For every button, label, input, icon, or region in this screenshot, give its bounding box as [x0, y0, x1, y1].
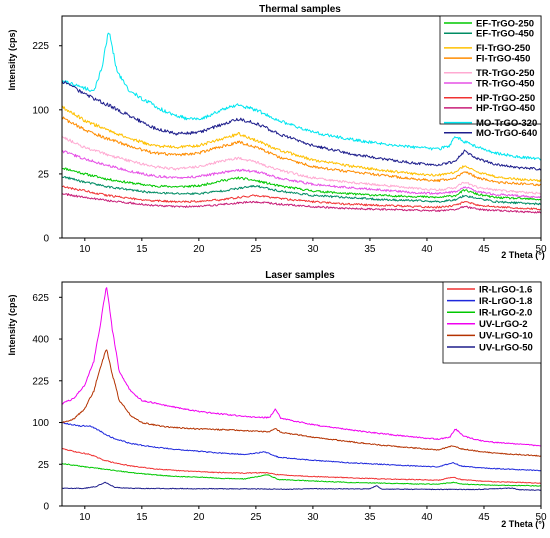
- thermal-series-line-9: [61, 32, 542, 161]
- thermal-legend-box: [439, 15, 542, 125]
- laser-legend-label: UV-LrGO-50: [479, 342, 533, 353]
- thermal-y-axis-label: Intensity (cps): [7, 29, 17, 90]
- laser-x-tick-label: 20: [193, 512, 205, 523]
- laser-x-tick-label: 45: [478, 512, 490, 523]
- thermal-legend-label: EF-TrGO-250: [476, 18, 534, 29]
- thermal-series-line-6: [61, 150, 542, 199]
- thermal-plot-frame: [61, 15, 542, 239]
- thermal-legend-label: MO-TrGO-640: [476, 128, 537, 139]
- thermal-series-line-8: [61, 193, 542, 214]
- laser-x-tick-label: 40: [421, 512, 433, 523]
- laser-x-tick-label: 10: [79, 512, 91, 523]
- thermal-x-axis-label: 2 Theta (°): [501, 250, 545, 260]
- thermal-x-tick-label: 40: [421, 244, 433, 255]
- laser-legend-label: UV-LrGO-2: [479, 319, 528, 330]
- thermal-x-tick-label: 15: [136, 244, 148, 255]
- laser-x-axis-label: 2 Theta (°): [501, 519, 545, 529]
- laser-y-axis-label: Intensity (cps): [7, 294, 17, 355]
- laser-y-tick-label: 625: [32, 293, 49, 304]
- laser-plot-frame: [61, 281, 542, 507]
- thermal-y-tick-label: 100: [32, 105, 49, 116]
- laser-series-line-2: [61, 421, 542, 472]
- thermal-legend-label: HP-TrGO-250: [476, 93, 535, 104]
- thermal-title: Thermal samples: [259, 4, 341, 15]
- thermal-legend-label: FI-TrGO-250: [476, 43, 530, 54]
- laser-series-line-3: [61, 462, 542, 487]
- thermal-y-tick-label: 25: [38, 169, 50, 180]
- laser-legend-label: IR-LrGO-1.8: [479, 296, 532, 307]
- thermal-legend-label: TR-TrGO-450: [476, 78, 535, 89]
- laser-x-tick-label: 30: [307, 512, 319, 523]
- laser-legend-label: IR-LrGO-1.6: [479, 284, 532, 295]
- laser-x-tick-label: 25: [250, 512, 262, 523]
- thermal-series-line-7: [61, 185, 542, 211]
- thermal-x-tick-label: 10: [79, 244, 91, 255]
- laser-y-tick-label: 0: [43, 502, 49, 513]
- laser-series-line-6: [61, 481, 542, 491]
- thermal-legend-label: TR-TrGO-250: [476, 68, 535, 79]
- thermal-x-tick-label: 25: [250, 244, 262, 255]
- thermal-x-tick-label: 35: [364, 244, 376, 255]
- thermal-series-lines: [61, 32, 542, 214]
- thermal-x-tick-label: 20: [193, 244, 205, 255]
- thermal-series-line-4: [61, 116, 542, 187]
- laser-y-tick-label: 100: [32, 418, 49, 429]
- thermal-x-tick-label: 45: [478, 244, 490, 255]
- thermal-series-line-2: [61, 176, 542, 206]
- thermal-ticks: 10 15 20 25 30 35 40 45 50 0 25 100 225: [32, 41, 547, 255]
- thermal-series-line-3: [61, 105, 542, 183]
- laser-y-tick-label: 400: [32, 335, 49, 346]
- thermal-legend-label: EF-TrGO-450: [476, 29, 534, 40]
- laser-title: Laser samples: [265, 270, 335, 281]
- laser-legend-label: IR-LrGO-2.0: [479, 308, 532, 319]
- laser-x-tick-label: 50: [535, 512, 547, 523]
- laser-ticks: 10 15 20 25 30 35 40 45 50 0 25 100 225 400 625: [32, 293, 547, 523]
- laser-legend: IR-LrGO-1.6IR-LrGO-1.8IR-LrGO-2.0UV-LrGO…: [442, 281, 542, 364]
- laser-y-tick-label: 225: [32, 376, 49, 387]
- thermal-series-line-10: [61, 80, 542, 171]
- thermal-legend-label: HP-TrGO-450: [476, 103, 535, 114]
- laser-x-tick-label: 35: [364, 512, 376, 523]
- thermal-y-tick-label: 0: [43, 234, 49, 245]
- laser-series-line-1: [61, 448, 542, 484]
- thermal-legend-label: FI-TrGO-450: [476, 53, 530, 64]
- thermal-legend-label: MO-TrGO-320: [476, 118, 537, 129]
- thermal-y-tick-label: 225: [32, 41, 49, 52]
- laser-y-tick-label: 25: [38, 460, 50, 471]
- laser-legend-label: UV-LrGO-10: [479, 331, 533, 342]
- thermal-series-line-5: [61, 135, 542, 195]
- laser-series-line-5: [61, 349, 542, 457]
- laser-legend-box: [442, 281, 542, 364]
- laser-panel: Laser samples Intensity (cps) 2 Theta (°…: [7, 270, 547, 529]
- laser-series-lines: [61, 287, 542, 491]
- thermal-panel: Thermal samples Intensity (cps) 2 Theta …: [7, 4, 547, 260]
- laser-x-tick-label: 15: [136, 512, 148, 523]
- laser-series-line-4: [61, 287, 542, 447]
- thermal-x-tick-label: 30: [307, 244, 319, 255]
- thermal-series-line-1: [61, 167, 542, 201]
- thermal-x-tick-label: 50: [535, 244, 547, 255]
